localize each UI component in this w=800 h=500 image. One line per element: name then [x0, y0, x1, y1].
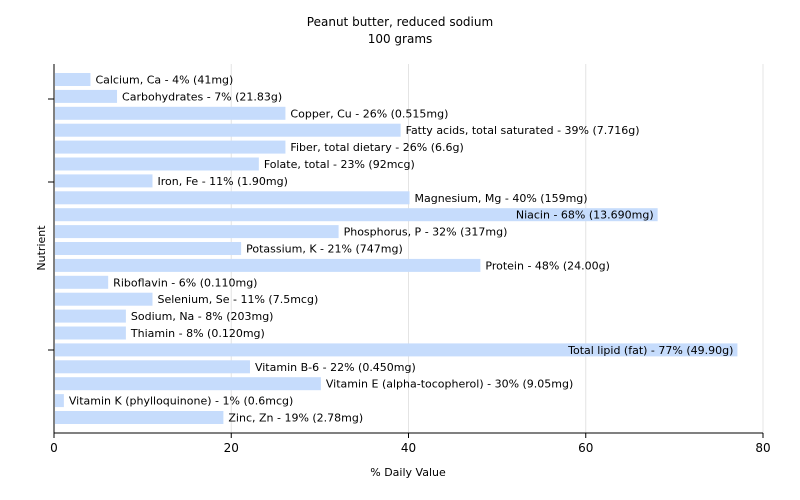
bar-label: Riboflavin - 6% (0.110mg): [113, 276, 257, 289]
x-tick-label: 60: [578, 441, 593, 455]
bar-label: Magnesium, Mg - 40% (159mg): [415, 192, 588, 205]
bar-label: Folate, total - 23% (92mcg): [264, 158, 415, 171]
bar-label: Copper, Cu - 26% (0.515mg): [290, 107, 448, 120]
bar: [55, 326, 126, 340]
x-tick-label: 20: [224, 441, 239, 455]
x-tick-label: 0: [50, 441, 58, 455]
bar: [55, 377, 321, 391]
bar-label: Vitamin B-6 - 22% (0.450mg): [255, 361, 416, 374]
bar-label: Fatty acids, total saturated - 39% (7.71…: [406, 124, 640, 137]
x-tick-label: 80: [755, 441, 770, 455]
bar: [55, 258, 481, 272]
bar-label: Vitamin E (alpha-tocopherol) - 30% (9.05…: [326, 378, 573, 391]
bar-label: Iron, Fe - 11% (1.90mg): [157, 175, 287, 188]
bar-label: Carbohydrates - 7% (21.83g): [122, 90, 282, 103]
bar-label: Zinc, Zn - 19% (2.78mg): [228, 412, 363, 425]
bar: [55, 191, 410, 205]
bar: [55, 140, 286, 154]
bar: [55, 360, 250, 374]
axes: 0 20 40 60 80: [48, 64, 771, 455]
x-axis-label: % Daily Value: [370, 466, 446, 479]
bar-label: Thiamin - 8% (0.120mg): [130, 327, 265, 340]
bar-label: Calcium, Ca - 4% (41mg): [95, 74, 233, 87]
bar: [55, 106, 286, 120]
y-axis-label: Nutrient: [35, 225, 48, 271]
bar: [55, 208, 658, 222]
bar-label: Protein - 48% (24.00g): [485, 259, 610, 272]
bar-label: Niacin - 68% (13.690mg): [516, 209, 654, 222]
bar-label: Phosphorus, P - 32% (317mg): [344, 226, 508, 239]
bar-label: Fiber, total dietary - 26% (6.6g): [290, 141, 463, 154]
bar: [55, 343, 738, 357]
chart-subtitle: 100 grams: [367, 32, 433, 46]
chart-title: Peanut butter, reduced sodium: [306, 15, 494, 29]
bar: [55, 394, 64, 408]
bar: [55, 174, 153, 188]
bar: [55, 123, 401, 137]
bar: [55, 275, 109, 289]
bars: Calcium, Ca - 4% (41mg) Carbohydrates - 7…: [55, 73, 738, 425]
bar: [55, 225, 339, 239]
bar: [55, 242, 242, 255]
bar-label: Vitamin K (phylloquinone) - 1% (0.6mcg): [69, 395, 293, 408]
bar: [55, 73, 91, 86]
bar: [55, 292, 153, 306]
bar: [55, 89, 118, 103]
bar-label: Sodium, Na - 8% (203mg): [131, 310, 274, 323]
x-tick-label: 40: [401, 441, 416, 455]
bar: [55, 157, 259, 171]
bar: [55, 309, 126, 323]
bar-label: Total lipid (fat) - 77% (49.90g): [567, 344, 733, 357]
bar-label: Potassium, K - 21% (747mg): [246, 243, 403, 256]
bar: [55, 411, 224, 424]
bar-label: Selenium, Se - 11% (7.5mcg): [157, 293, 318, 306]
